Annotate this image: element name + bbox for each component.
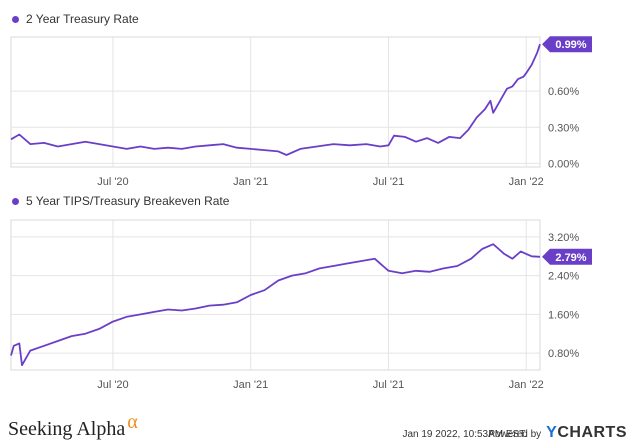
x-tick-label: Jan '22 <box>509 379 544 391</box>
legend-label: 2 Year Treasury Rate <box>26 12 139 26</box>
legend-breakeven: 5 Year TIPS/Treasury Breakeven Rate <box>12 194 229 208</box>
y-tick-label: 0.30% <box>548 122 579 134</box>
y-tick-label: 2.40% <box>548 271 579 283</box>
legend-2yr: 2 Year Treasury Rate <box>12 12 139 26</box>
last-value-flag <box>542 248 592 265</box>
seeking-alpha-logo: Seeking Alpha α <box>8 411 138 441</box>
last-value-label: 0.99% <box>555 39 586 51</box>
timestamp: Jan 19 2022, 10:53AM EST. <box>402 429 527 440</box>
powered-by-label: Powered by <box>488 429 542 440</box>
y-tick-label: 3.20% <box>548 232 579 244</box>
series-line <box>10 43 541 156</box>
plot-frame <box>10 219 541 371</box>
x-tick-label: Jan '21 <box>233 176 268 188</box>
ycharts-logo[interactable]: YCHARTS <box>546 424 627 442</box>
last-value-flag <box>542 36 592 53</box>
legend-dot <box>12 15 19 23</box>
x-tick-label: Jul '21 <box>373 379 404 391</box>
legend-dot <box>12 197 19 205</box>
x-tick-label: Jul '21 <box>373 176 404 188</box>
alpha-icon: α <box>127 411 138 433</box>
last-value-label: 2.79% <box>555 252 586 264</box>
y-tick-label: 0.80% <box>548 348 579 360</box>
y-tick-label: 1.60% <box>548 309 579 321</box>
ycharts-y: Y <box>546 424 558 441</box>
plot-frame <box>10 36 541 168</box>
x-tick-label: Jan '22 <box>509 176 544 188</box>
x-tick-label: Jan '21 <box>233 379 268 391</box>
y-tick-label: 0.60% <box>548 86 579 98</box>
ycharts-rest: CHARTS <box>557 424 627 441</box>
powered-by: Powered by YCHARTS <box>488 424 627 442</box>
brand-text: Seeking Alpha <box>8 418 126 440</box>
legend-label: 5 Year TIPS/Treasury Breakeven Rate <box>26 194 230 208</box>
x-tick-label: Jul '20 <box>97 176 128 188</box>
y-tick-label: 0.00% <box>548 158 579 170</box>
x-tick-label: Jul '20 <box>97 379 128 391</box>
series-line <box>10 243 541 367</box>
